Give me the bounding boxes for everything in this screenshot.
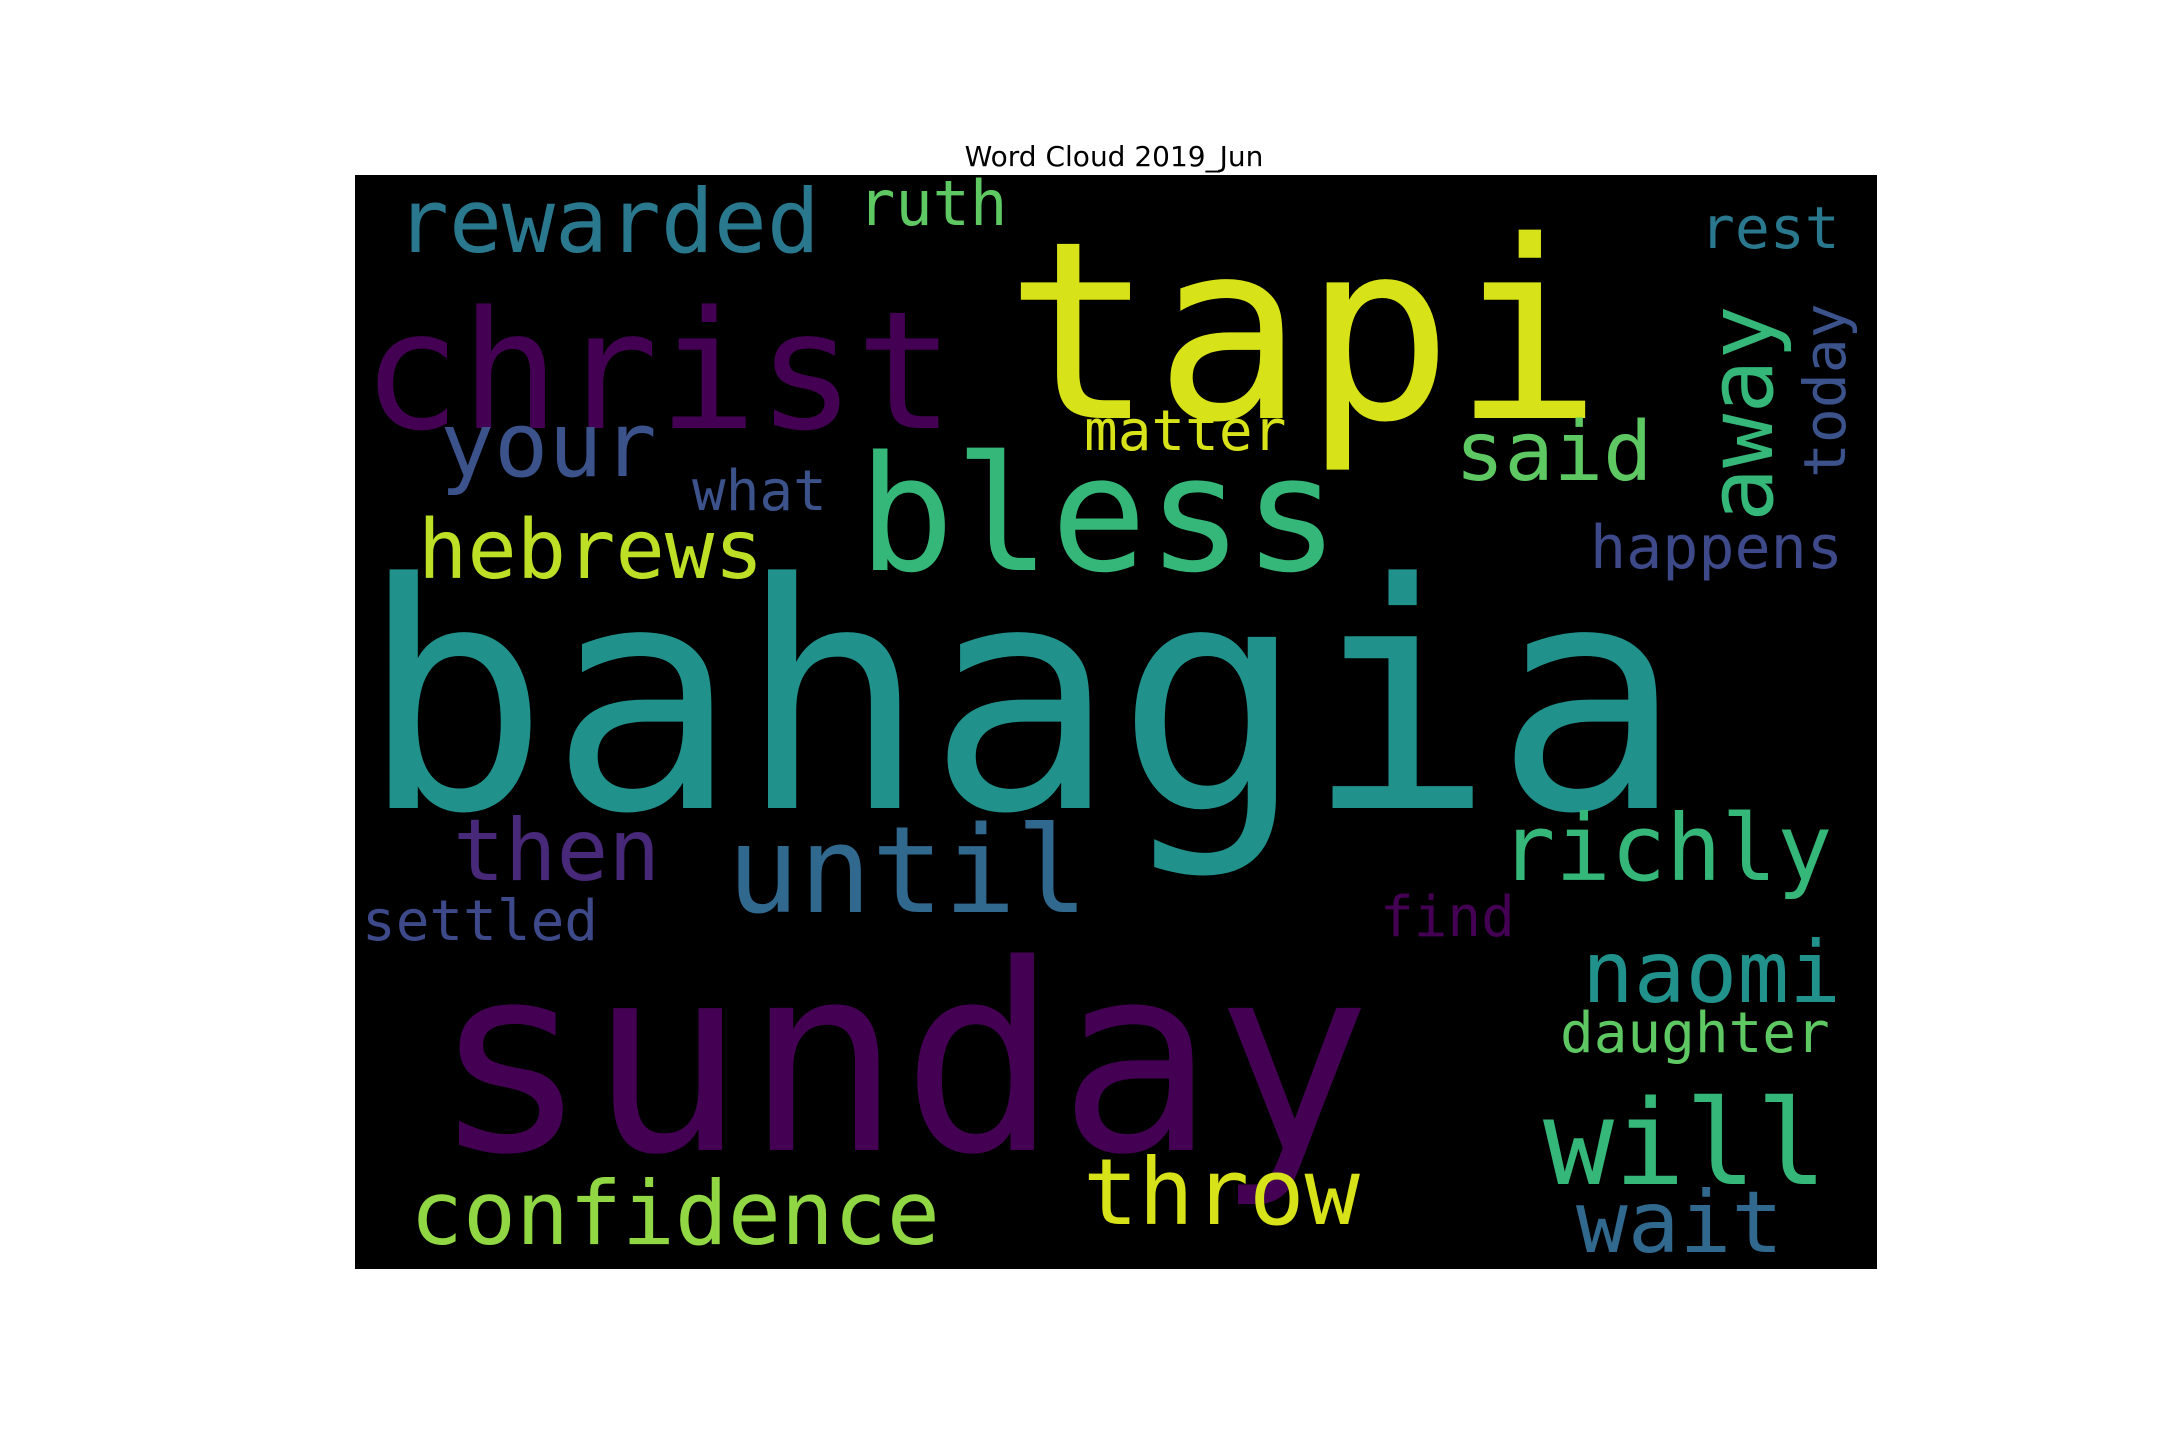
word-hebrews: hebrews [418, 503, 764, 598]
word-happens: happens [1590, 513, 1843, 583]
word-then: then [453, 801, 660, 901]
word-rest: rest [1700, 194, 1840, 262]
word-confidence: confidence [410, 1162, 940, 1265]
word-will: will [1543, 1074, 1827, 1212]
word-rewarded: rewarded [396, 170, 820, 273]
word-away: away [1689, 305, 1794, 522]
word-find: find [1380, 885, 1515, 950]
word-tapi: tapi [1005, 189, 1602, 477]
word-sunday: sunday [432, 910, 1371, 1212]
word-what: what [692, 459, 827, 524]
word-cloud-canvas [355, 175, 1877, 1269]
word-bahagia: bahagia [360, 518, 1683, 883]
chart-title: Word Cloud 2019_Jun [965, 140, 1264, 173]
word-today: today [1791, 303, 1859, 478]
word-until: until [727, 802, 1088, 941]
word-naomi: naomi [1582, 923, 1841, 1023]
word-wait: wait [1576, 1173, 1783, 1273]
word-throw: throw [1083, 1139, 1361, 1246]
word-your: your [440, 393, 657, 498]
word-ruth: ruth [858, 167, 1007, 240]
word-daughter: daughter [1560, 1001, 1830, 1066]
word-richly: richly [1500, 795, 1832, 902]
word-said: said [1455, 405, 1652, 500]
word-bless: bless [858, 421, 1340, 608]
word-christ: christ [362, 276, 954, 467]
word-settled: settled [362, 889, 598, 954]
word-matter: matter [1084, 399, 1286, 464]
